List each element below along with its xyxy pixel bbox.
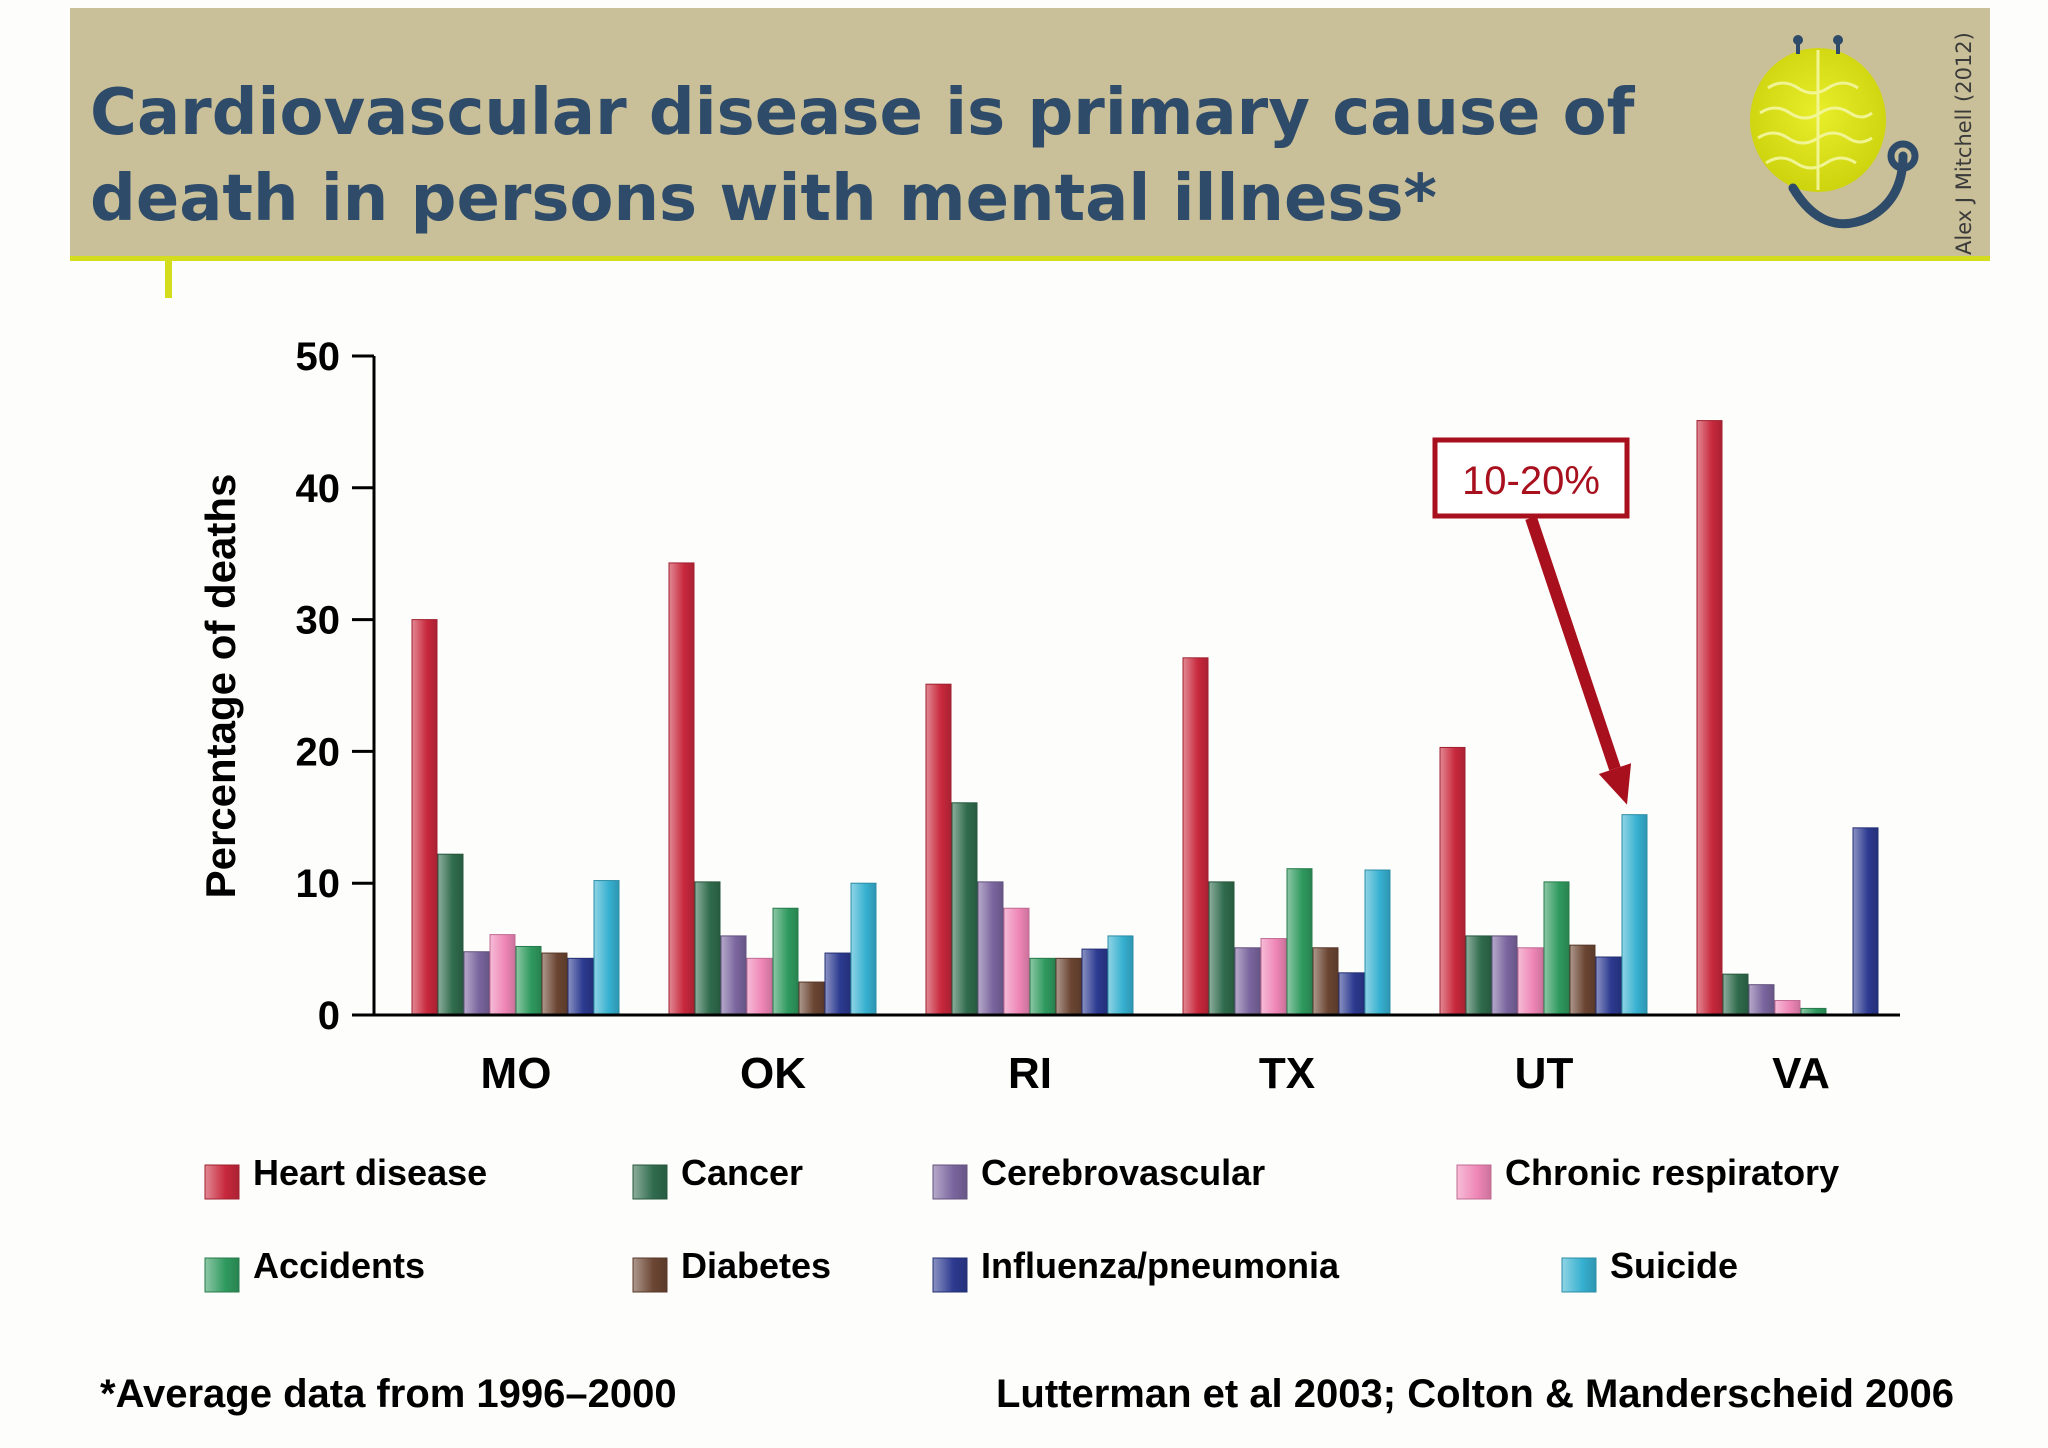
annotation-box [1432,437,1630,519]
bar-tx-accidents [1286,868,1313,1016]
legend-label-diabetes: Diabetes [681,1245,831,1286]
bar-ok-suicide [850,882,877,1016]
bar-ok-chronic-respiratory [746,957,773,1016]
header-banner [70,8,1990,258]
bar-ut-cerebrovascular [1491,935,1518,1016]
bar-va-influenza-pneumonia [1852,827,1879,1016]
source-citation: Lutterman et al 2003; Colton & Mandersch… [995,1372,1954,1416]
legend-swatch-accidents [204,1257,240,1293]
bar-ri-chronic-respiratory [1003,907,1030,1016]
legend-label-cancer: Cancer [681,1152,803,1193]
stethoscope-brain-icon [1750,35,1919,229]
bar-ok-accidents [772,907,799,1016]
bar-tx-diabetes [1312,947,1339,1016]
bar-tx-suicide [1364,869,1391,1016]
bar-tx-cerebrovascular [1234,947,1261,1016]
legend-swatch-heart-disease [204,1164,240,1200]
bar-mo-cancer [437,853,464,1016]
bar-tx-cancer [1208,881,1235,1016]
annotation-arrow-shaft [1525,516,1621,771]
bar-ut-chronic-respiratory [1517,947,1544,1016]
y-tick-label: 40 [296,467,341,511]
y-tick-label: 0 [318,994,340,1038]
x-category-label-ri: RI [1008,1049,1052,1098]
bar-ok-influenza-pneumonia [824,952,851,1016]
bar-ok-cancer [694,881,721,1016]
bar-mo-chronic-respiratory [489,934,516,1016]
legend-swatch-suicide [1561,1257,1597,1293]
bar-ok-heart-disease [668,562,695,1016]
legend-label-chronic-respiratory: Chronic respiratory [1505,1152,1839,1193]
y-axis-label: Percentage of deaths [197,474,244,899]
bar-mo-cerebrovascular [463,951,490,1016]
x-category-label-va: VA [1772,1049,1830,1098]
bar-mo-suicide [593,880,620,1016]
bar-mo-diabetes [541,952,568,1016]
bar-ri-influenza-pneumonia [1081,948,1108,1016]
header-accent-tick [165,256,172,298]
legend-swatch-diabetes [632,1257,668,1293]
slide-title-line-2: death in persons with mental illness* [90,162,1437,236]
y-tick-label: 50 [296,335,341,379]
legend-label-suicide: Suicide [1610,1245,1738,1286]
y-tick-label: 30 [296,599,341,643]
bar-ut-suicide [1621,814,1648,1016]
legend-swatch-influenza-pneumonia [932,1257,968,1293]
legend-label-accidents: Accidents [253,1245,425,1286]
bar-ri-cancer [951,802,978,1016]
bar-ri-accidents [1029,957,1056,1016]
bar-ri-heart-disease [925,683,952,1016]
x-category-label-ok: OK [740,1049,806,1098]
legend-label-heart-disease: Heart disease [253,1152,487,1193]
bar-va-heart-disease [1696,420,1723,1016]
bar-mo-heart-disease [411,619,438,1016]
bar-ok-diabetes [798,981,825,1016]
bar-ri-diabetes [1055,957,1082,1016]
bar-va-chronic-respiratory [1774,1000,1801,1016]
legend-label-influenza-pneumonia: Influenza/pneumonia [981,1245,1340,1286]
bar-ut-accidents [1543,881,1570,1016]
legend-swatch-chronic-respiratory [1456,1164,1492,1200]
bar-ri-suicide [1107,935,1134,1016]
y-tick-label: 10 [296,862,341,906]
slide-title: Cardiovascular disease is primary cause … [90,70,1635,242]
y-tick-label: 20 [296,730,341,774]
bar-va-cerebrovascular [1748,984,1775,1016]
annotation-label: 10-20% [1462,459,1600,503]
legend-swatch-cerebrovascular [932,1164,968,1200]
x-category-label-ut: UT [1515,1049,1574,1098]
bar-tx-chronic-respiratory [1260,938,1287,1016]
x-category-label-tx: TX [1259,1049,1315,1098]
bar-ut-heart-disease [1439,746,1466,1016]
bar-tx-influenza-pneumonia [1338,972,1365,1016]
header-accent-line [70,256,1990,261]
bar-mo-influenza-pneumonia [567,957,594,1016]
bar-va-cancer [1722,973,1749,1016]
annotation-arrow-head [1598,763,1632,805]
footnote: *Average data from 1996–2000 [100,1372,677,1416]
bar-ut-cancer [1465,935,1492,1016]
x-category-label-mo: MO [481,1049,552,1098]
legend-label-cerebrovascular: Cerebrovascular [981,1152,1265,1193]
legend-swatch-cancer [632,1164,668,1200]
bar-ri-cerebrovascular [977,881,1004,1016]
bar-tx-heart-disease [1182,657,1209,1016]
bar-ok-cerebrovascular [720,935,747,1016]
bar-ut-influenza-pneumonia [1595,956,1622,1016]
bar-mo-accidents [515,945,542,1016]
slide-title-line-1: Cardiovascular disease is primary cause … [90,76,1635,150]
bar-ut-diabetes [1569,944,1596,1016]
